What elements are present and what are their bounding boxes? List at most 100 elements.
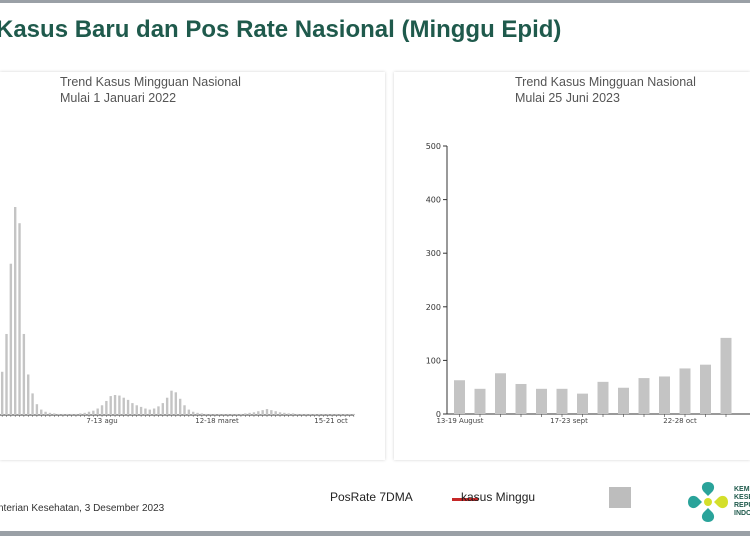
bar xyxy=(536,388,547,414)
bar xyxy=(261,410,264,415)
bar xyxy=(96,408,99,415)
bar xyxy=(244,413,247,415)
bar xyxy=(74,413,78,415)
bar xyxy=(9,263,13,415)
bar xyxy=(720,337,732,414)
footer-credit: nterian Kesehatan, 3 Desember 2023 xyxy=(0,503,165,514)
bar xyxy=(5,333,8,415)
bar xyxy=(659,376,670,414)
page-title: Kasus Baru dan Pos Rate Nasional (Minggu… xyxy=(0,16,562,43)
bar xyxy=(196,412,199,415)
legend-posrate-label: PosRate 7DMA xyxy=(330,490,413,504)
x-tick-label: 22-28 oct xyxy=(663,417,697,425)
bar xyxy=(44,411,47,415)
bar xyxy=(296,413,299,415)
x-tick-label: 7-13 agu xyxy=(86,417,117,425)
bar xyxy=(122,397,125,415)
bar xyxy=(679,368,691,414)
bar xyxy=(231,413,234,415)
bar xyxy=(343,413,347,415)
bar xyxy=(597,381,609,414)
y-tick-label: 500 xyxy=(426,142,441,151)
bar xyxy=(291,413,295,415)
chart-title-text: Trend Kasus Mingguan Nasional xyxy=(60,75,241,89)
bar xyxy=(252,412,256,415)
kemenkes-logo-icon xyxy=(688,482,728,522)
logo-line: INDO xyxy=(734,510,750,517)
bar xyxy=(192,411,195,415)
bar xyxy=(83,412,86,415)
bottom-border xyxy=(0,531,750,536)
bar xyxy=(170,390,173,415)
bar xyxy=(226,413,230,415)
bar xyxy=(235,413,238,415)
bar xyxy=(205,413,208,415)
bar xyxy=(283,412,286,415)
x-tick-label: 13-19 August xyxy=(436,417,483,425)
y-tick-label: 100 xyxy=(426,356,441,365)
bar xyxy=(174,392,178,415)
bar xyxy=(183,405,186,415)
bar xyxy=(126,399,130,415)
bar xyxy=(300,413,303,415)
bar xyxy=(222,413,225,415)
bar xyxy=(92,410,95,415)
y-tick-label: 0 xyxy=(436,410,441,419)
bar xyxy=(53,413,56,415)
bar xyxy=(556,388,568,414)
bar xyxy=(148,409,151,415)
legend-kasus-label: kasus Minggu xyxy=(461,490,536,504)
bar xyxy=(109,396,112,415)
bar xyxy=(187,409,191,415)
bar xyxy=(270,410,273,415)
bar xyxy=(61,413,65,415)
bar xyxy=(322,413,325,415)
legend-posrate-swatch xyxy=(452,498,478,501)
logo-line: KESE xyxy=(734,494,750,501)
bar xyxy=(495,373,506,414)
bar xyxy=(165,397,169,415)
bar xyxy=(131,403,134,415)
bar xyxy=(265,409,269,415)
bar xyxy=(87,411,91,415)
bar xyxy=(326,413,329,415)
bar xyxy=(339,413,342,415)
y-tick-label: 200 xyxy=(426,303,441,312)
bar xyxy=(200,413,204,415)
bar xyxy=(352,413,356,415)
bar xyxy=(135,405,138,415)
bar xyxy=(79,413,82,415)
bar xyxy=(178,398,182,415)
bar xyxy=(157,406,160,415)
bar xyxy=(152,408,156,415)
bar xyxy=(27,374,30,415)
bar xyxy=(31,393,34,415)
bar-chart-2023: 0 100 200 300 400 500 13-19 August 17-23 sept 22… xyxy=(426,142,750,425)
y-tick-label: 400 xyxy=(426,196,441,205)
bar xyxy=(209,413,212,415)
bar xyxy=(474,388,486,414)
chart-title-2023: Trend Kasus Mingguan Nasional Mulai 25 J… xyxy=(515,74,696,106)
bar xyxy=(105,400,108,415)
chart-panel-2023: Trend Kasus Mingguan Nasional Mulai 25 J… xyxy=(394,72,750,460)
bar xyxy=(139,406,143,415)
bar xyxy=(248,412,251,415)
bar xyxy=(638,378,650,414)
bar xyxy=(335,413,338,415)
bar xyxy=(239,413,243,415)
bar xyxy=(304,413,308,415)
bar xyxy=(330,413,334,415)
bar xyxy=(0,371,4,415)
bar xyxy=(48,412,52,415)
legend-kasus-swatch xyxy=(609,487,631,508)
bar xyxy=(213,413,217,415)
bar xyxy=(118,395,121,415)
kemenkes-logo: KEM KESE REPU INDO xyxy=(684,478,750,528)
bar xyxy=(257,411,260,415)
bar xyxy=(317,413,321,415)
bar xyxy=(113,395,117,415)
bar xyxy=(14,207,17,415)
bar xyxy=(577,393,588,414)
bar xyxy=(100,405,104,415)
bar xyxy=(35,404,39,415)
